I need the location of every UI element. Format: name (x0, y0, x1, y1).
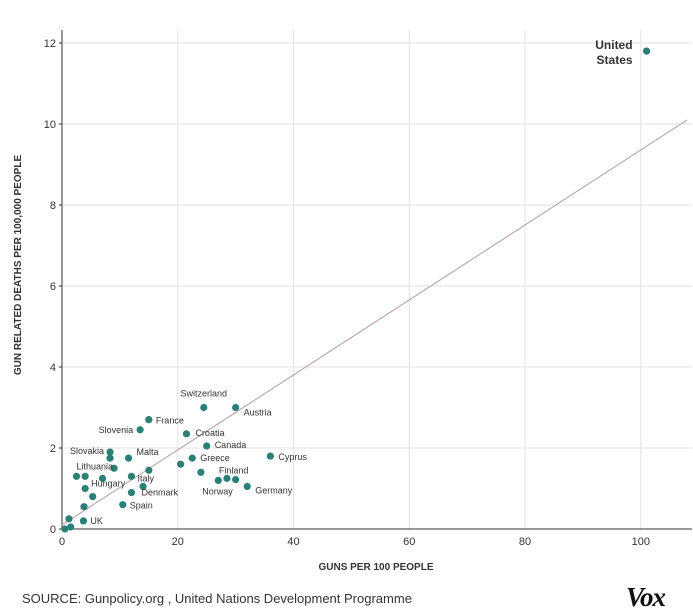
x-tick-label: 20 (172, 536, 184, 548)
data-point-lithuania (72, 472, 81, 480)
axes: 0 2 4 6 8 10 12 0 20 40 60 80 100 (44, 30, 692, 548)
point-label-lithuania: Lithuania (76, 461, 113, 471)
data-point (89, 493, 97, 501)
data-point-uk (79, 517, 88, 525)
point-label-croatia: Croatia (195, 428, 224, 438)
y-tick-label: 12 (44, 38, 56, 50)
y-tick-label: 0 (50, 524, 56, 536)
data-point (61, 525, 69, 533)
x-tick-label: 80 (519, 536, 531, 548)
source-note: SOURCE: Gunpolicy.org , United Nations D… (22, 591, 412, 606)
data-point (110, 464, 118, 472)
data-point-italy (127, 472, 136, 480)
point-label-norway: Norway (202, 486, 233, 496)
data-point-austria (232, 403, 240, 412)
data-point (65, 515, 73, 523)
point-label-greece: Greece (200, 453, 230, 463)
x-tick-label: 100 (632, 536, 650, 548)
point-label-uk: UK (90, 516, 103, 526)
data-point-greece (188, 454, 196, 462)
point-label-cyprus: Cyprus (278, 452, 307, 462)
data-point-switzerland (200, 403, 208, 412)
data-point (106, 454, 114, 462)
data-point (67, 523, 75, 531)
trend-line-group (61, 119, 688, 526)
y-tick-label: 10 (44, 119, 56, 131)
point-label-hungary: Hungary (91, 479, 126, 489)
data-point (223, 474, 231, 482)
point-label-germany: Germany (255, 485, 293, 495)
data-point-denmark (127, 488, 136, 497)
data-point-slovakia (106, 448, 114, 456)
x-tick-label: 40 (287, 536, 299, 548)
trend-line (61, 119, 688, 526)
point-label-denmark: Denmark (141, 488, 178, 498)
data-points (61, 47, 651, 533)
data-point-spain (119, 501, 127, 509)
point-label-slovakia: Slovakia (70, 446, 104, 456)
point-label-italy: Italy (137, 473, 154, 483)
data-point-cyprus (266, 452, 274, 460)
data-point (145, 466, 153, 474)
x-tick-label: 60 (403, 536, 415, 548)
data-point (232, 475, 240, 484)
data-point-croatia (182, 430, 191, 438)
point-label-united-states-line1: United (595, 38, 632, 52)
data-point-norway (214, 476, 222, 484)
point-label-malta: Malta (137, 447, 159, 457)
y-tick-label: 6 (50, 281, 56, 293)
data-point-germany (243, 482, 251, 491)
data-point (80, 503, 88, 511)
y-axis-title: GUN RELATED DEATHS PER 100,000 PEOPLE (13, 155, 24, 376)
x-tick-label: 0 (59, 536, 65, 548)
data-point-united-states (642, 47, 651, 55)
y-tick-label: 8 (50, 200, 56, 212)
data-point (81, 472, 89, 480)
point-label-spain: Spain (130, 501, 153, 511)
data-point-finland (197, 468, 205, 476)
point-label-slovenia: Slovenia (99, 425, 134, 435)
vox-logo: Vox (626, 582, 666, 612)
y-tick-label: 4 (50, 362, 56, 374)
point-label-united-states-line2: States (597, 53, 633, 67)
point-label-finland: Finland (219, 465, 249, 475)
point-label-switzerland: Switzerland (181, 389, 228, 399)
data-point-slovenia (136, 426, 144, 434)
data-point (98, 474, 107, 482)
data-point (177, 460, 185, 468)
data-point-malta (124, 454, 133, 462)
y-tick-label: 2 (50, 443, 56, 455)
data-point-france (145, 416, 153, 424)
point-label-austria: Austria (244, 408, 272, 418)
data-point-hungary (81, 484, 89, 493)
point-label-france: France (156, 416, 184, 426)
point-label-canada: Canada (215, 440, 247, 450)
data-point-canada (203, 442, 211, 450)
data-point (139, 482, 147, 491)
grid-lines (62, 30, 692, 529)
x-axis-title: GUNS PER 100 PEOPLE (318, 562, 433, 573)
